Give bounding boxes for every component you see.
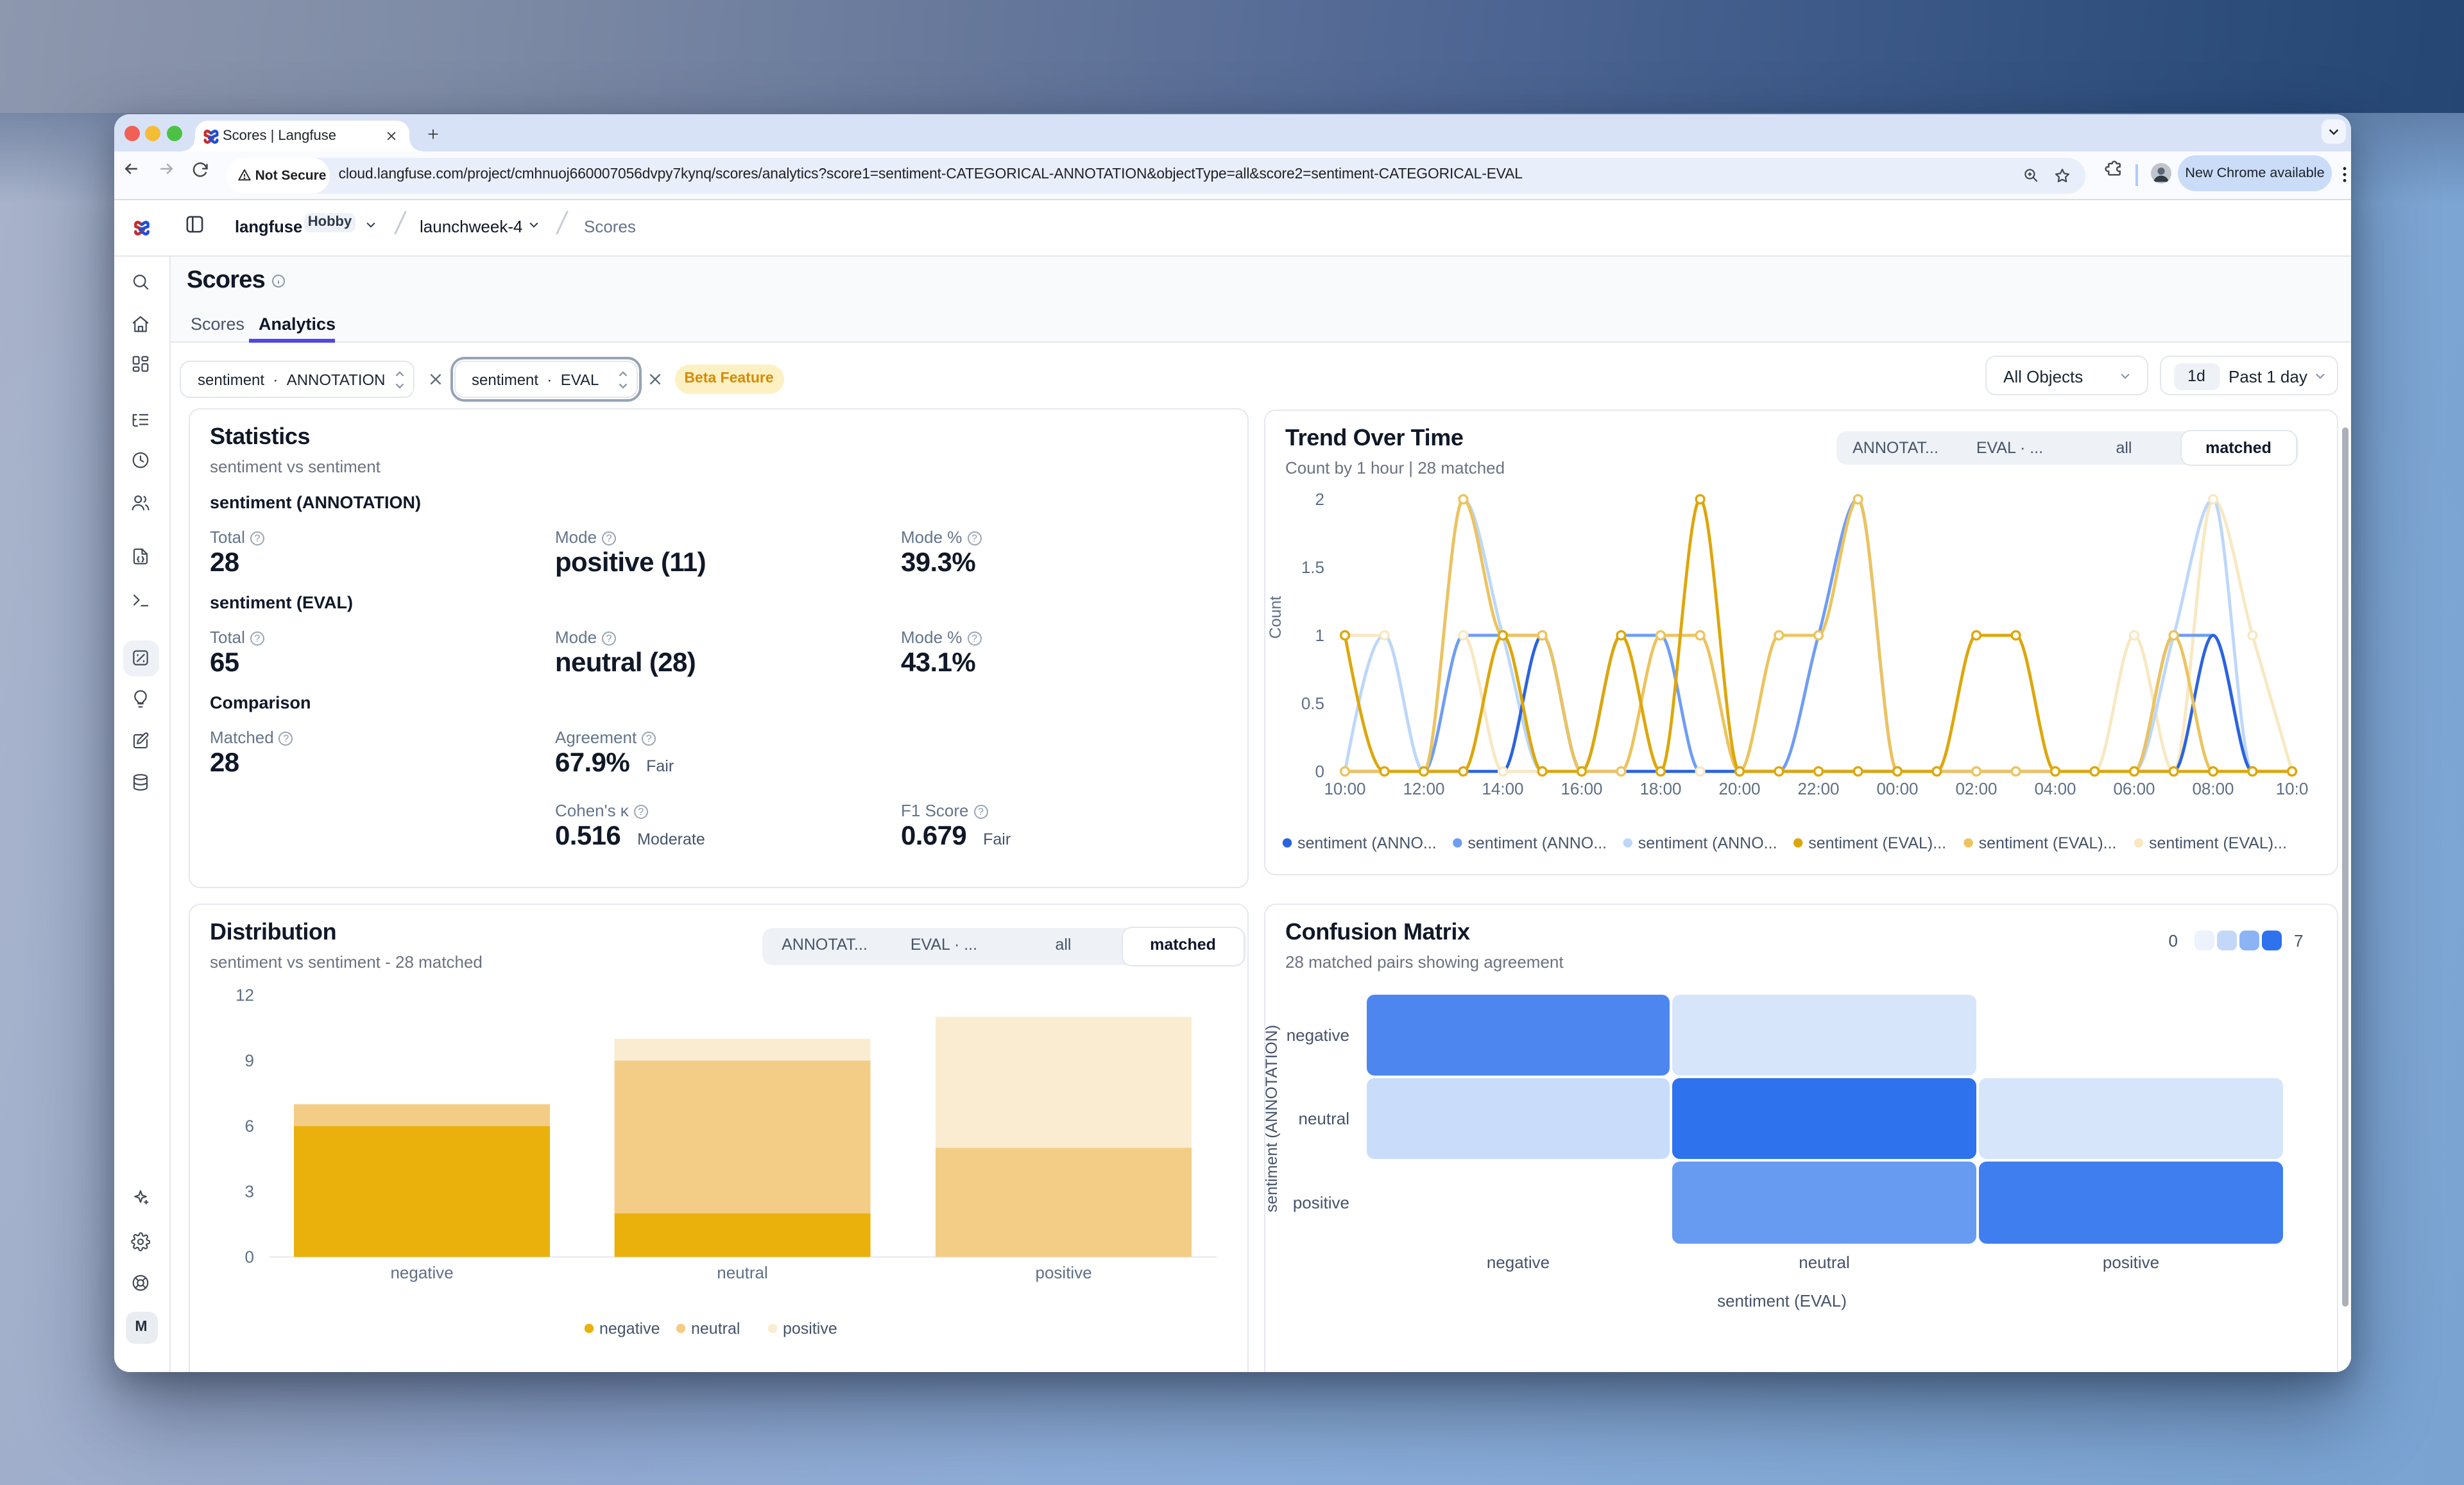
svg-text:sentiment (ANNO...: sentiment (ANNO... [1297,834,1437,852]
svg-text:7: 7 [2294,931,2303,950]
svg-text:3: 3 [245,1182,254,1201]
svg-text:20:00: 20:00 [1718,779,1760,798]
svg-text:negative: negative [1287,1025,1349,1044]
svg-text:16:00: 16:00 [1561,779,1602,798]
svg-text:neutral: neutral [1799,1252,1850,1271]
svg-text:0: 0 [2169,931,2178,950]
svg-text:1.5: 1.5 [1301,558,1324,577]
svg-text:negative: negative [1487,1252,1550,1271]
svg-text:10:00: 10:00 [1324,779,1365,798]
svg-text:10:0: 10:0 [2276,779,2309,798]
svg-text:sentiment (EVAL)...: sentiment (EVAL)... [1979,834,2117,852]
svg-text:9: 9 [245,1051,254,1070]
svg-text:0.5: 0.5 [1301,694,1324,713]
svg-text:2: 2 [1315,490,1324,509]
svg-text:08:00: 08:00 [2192,779,2234,798]
svg-text:04:00: 04:00 [2034,779,2076,798]
svg-text:06:00: 06:00 [2113,779,2155,798]
svg-text:sentiment (ANNO...: sentiment (ANNO... [1638,834,1777,852]
svg-text:sentiment (EVAL): sentiment (EVAL) [1717,1291,1847,1310]
svg-text:12:00: 12:00 [1403,779,1444,798]
svg-text:6: 6 [245,1117,254,1136]
svg-text:sentiment (EVAL)...: sentiment (EVAL)... [1808,834,1946,852]
svg-text:neutral: neutral [1299,1108,1350,1128]
svg-text:negative: negative [390,1263,453,1282]
svg-text:0: 0 [1315,762,1324,781]
svg-text:12: 12 [235,986,254,1005]
svg-text:sentiment (ANNOTATION): sentiment (ANNOTATION) [1265,1024,1281,1212]
svg-text:Count: Count [1267,596,1285,639]
svg-text:00:00: 00:00 [1876,779,1918,798]
svg-text:positive: positive [783,1320,837,1338]
svg-text:14:00: 14:00 [1482,779,1523,798]
svg-text:0: 0 [245,1248,254,1267]
svg-text:18:00: 18:00 [1639,779,1681,798]
svg-text:sentiment (EVAL)...: sentiment (EVAL)... [2149,834,2287,852]
svg-text:neutral: neutral [691,1320,740,1338]
svg-text:sentiment (ANNO...: sentiment (ANNO... [1467,834,1607,852]
svg-text:22:00: 22:00 [1797,779,1839,798]
svg-text:positive: positive [1293,1192,1349,1212]
svg-text:02:00: 02:00 [1955,779,1997,798]
svg-text:negative: negative [599,1320,660,1338]
svg-text:1: 1 [1315,626,1324,645]
svg-text:positive: positive [2103,1252,2159,1271]
svg-text:positive: positive [1036,1263,1092,1282]
svg-text:neutral: neutral [717,1263,768,1282]
